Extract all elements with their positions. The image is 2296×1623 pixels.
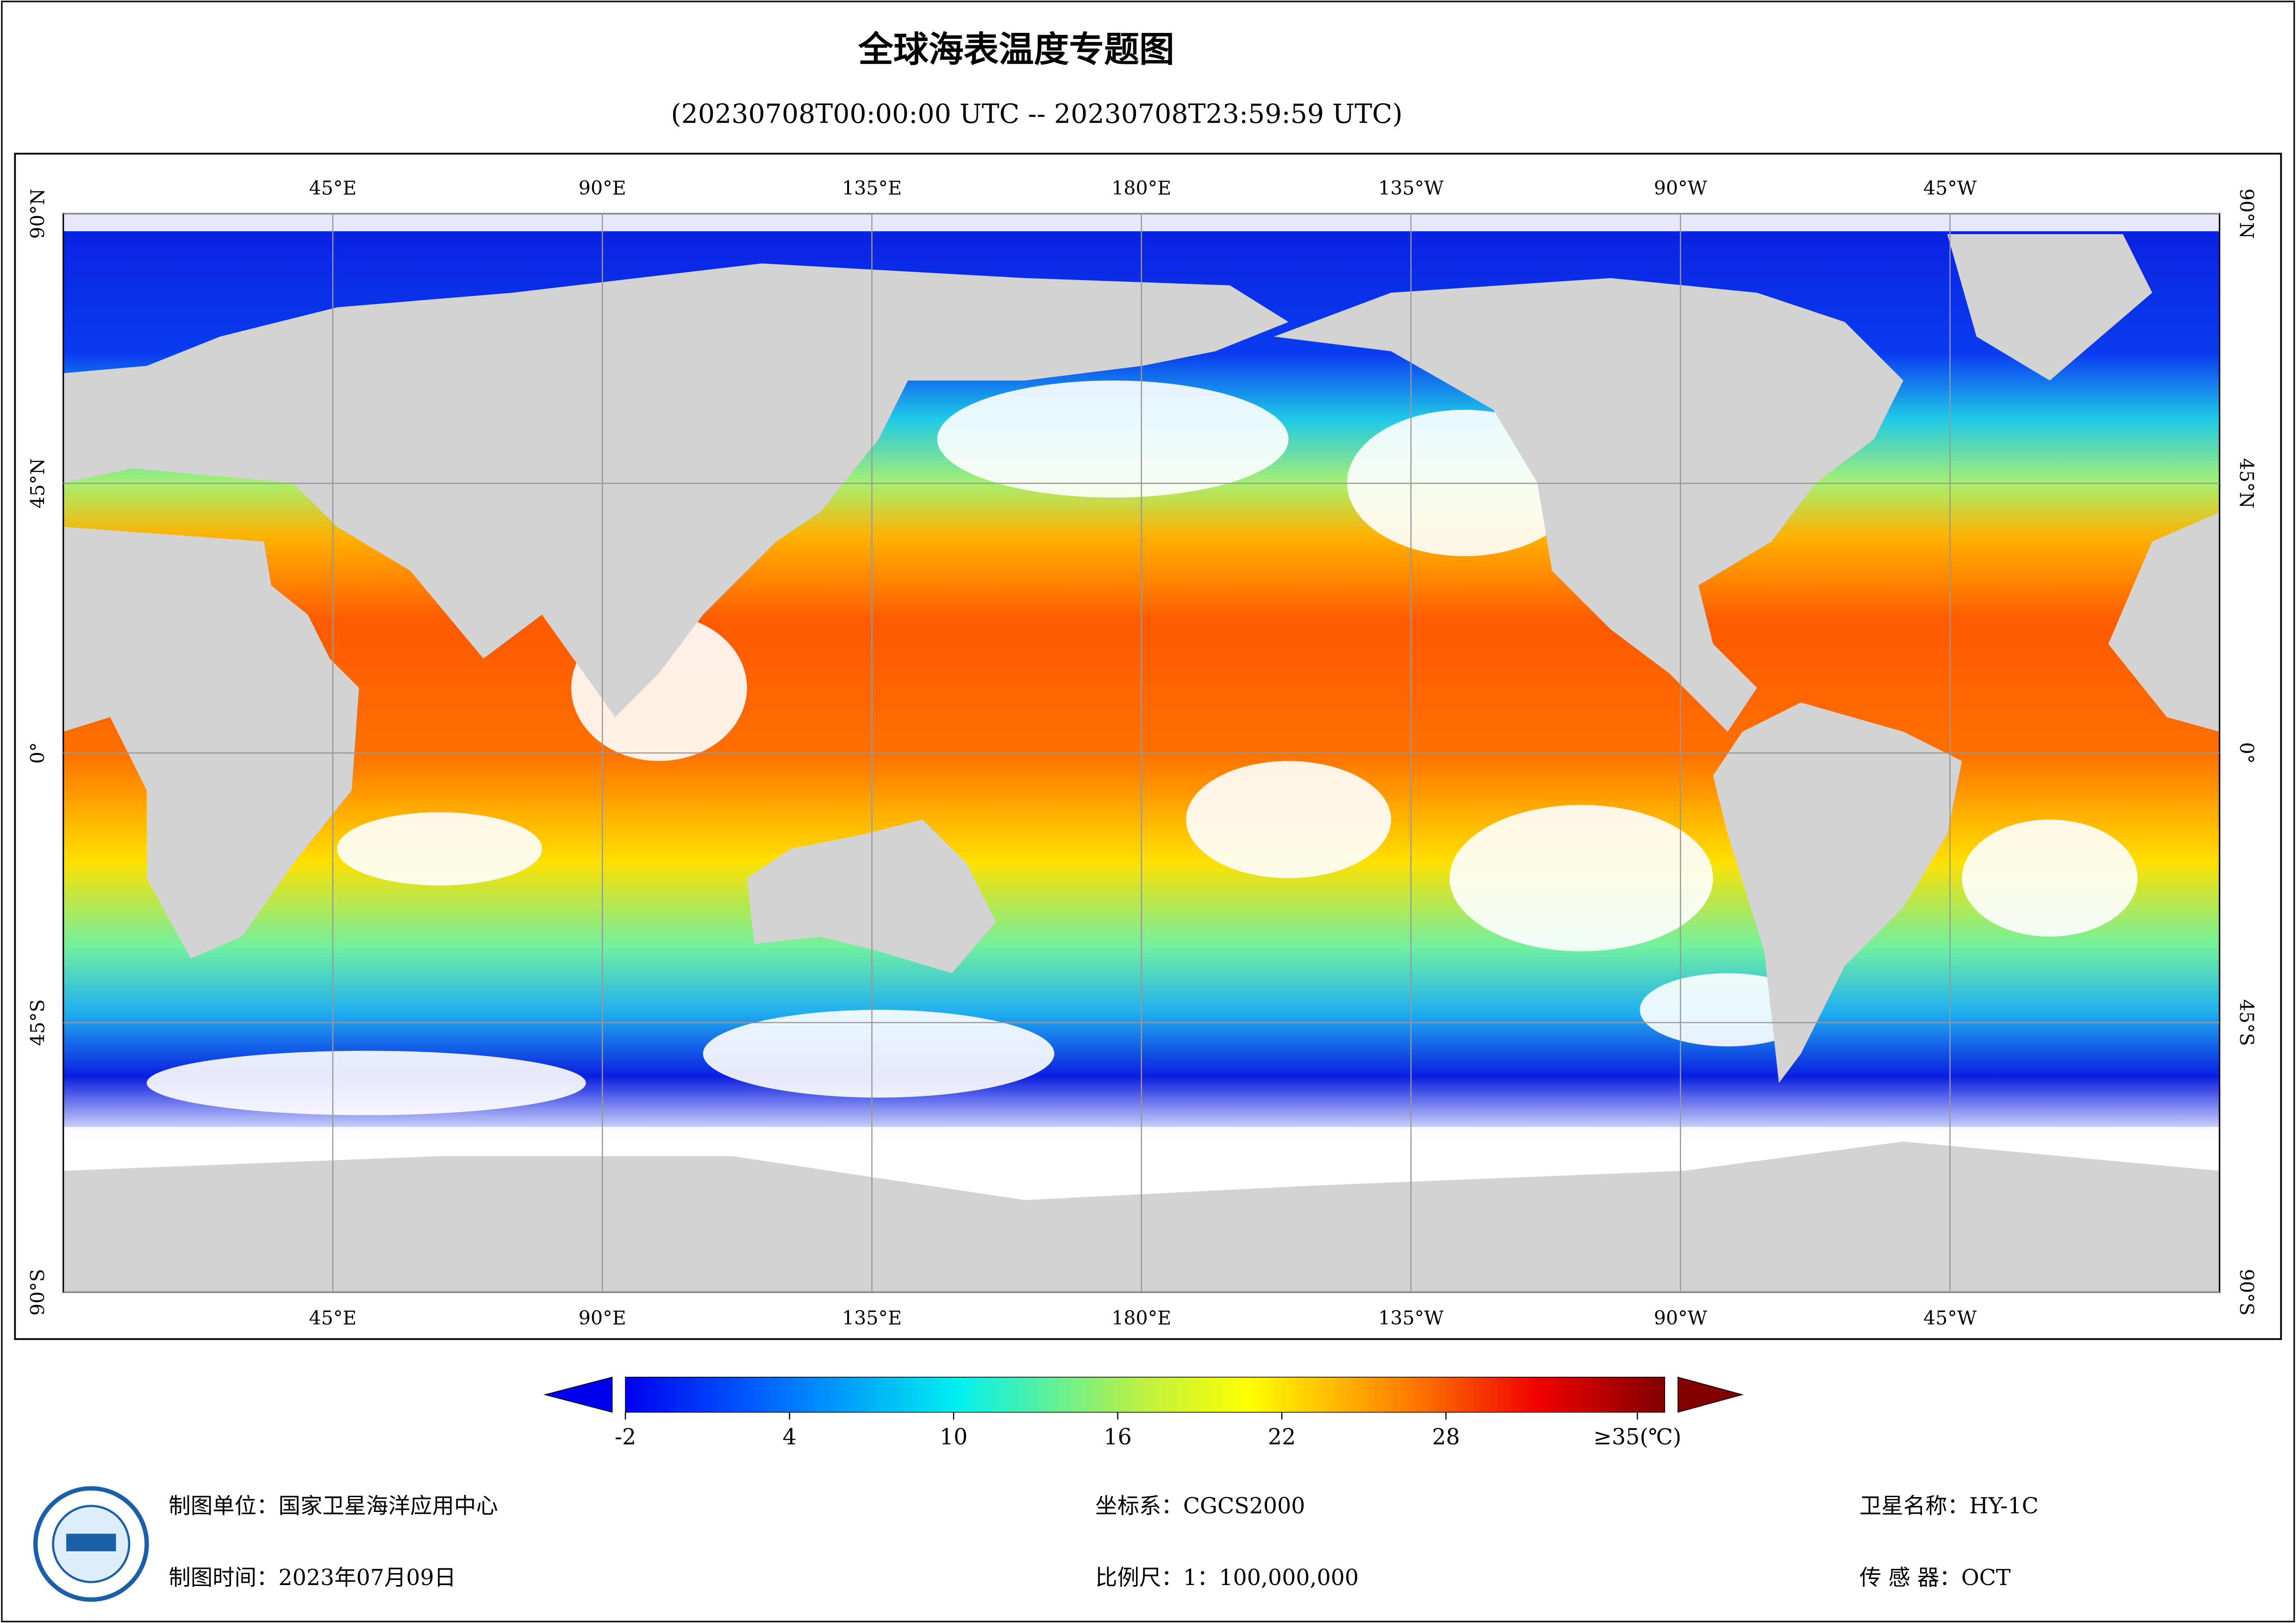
map-frame [14, 153, 2282, 1340]
lat-label-right: 45°N [2235, 458, 2258, 509]
lon-label-bottom: 45°W [1923, 1307, 1977, 1329]
colorbar-tick-label: 10 [940, 1424, 967, 1450]
lon-label-bottom: 135°W [1378, 1307, 1444, 1329]
lon-label-top: 90°E [579, 177, 626, 199]
colorbar-tick-label: 16 [1104, 1424, 1131, 1450]
lat-label-left: 45°S [27, 999, 49, 1046]
colorbar [625, 1376, 1666, 1413]
lat-label-right: 45°S [2235, 999, 2258, 1046]
lon-label-bottom: 90°E [579, 1307, 626, 1329]
lat-label-right: 90°N [2235, 188, 2258, 239]
lat-label-left: 90°S [27, 1269, 49, 1316]
lat-label-left: 90°N [27, 188, 49, 239]
lon-label-bottom: 45°E [309, 1307, 357, 1329]
lon-label-top: 45°W [1923, 177, 1977, 199]
footer-sensor: 传 感 器：OCT [1859, 1565, 2011, 1591]
footer-time: 制图时间：2023年07月09日 [168, 1565, 456, 1591]
colorbar-tick-label: 28 [1432, 1424, 1460, 1450]
colorbar-tick-label: ≥35(℃) [1593, 1424, 1681, 1450]
lon-label-top: 135°E [842, 177, 902, 199]
footer-satellite: 卫星名称：HY-1C [1859, 1493, 2039, 1519]
footer-unit: 制图单位：国家卫星海洋应用中心 [168, 1493, 498, 1519]
lat-label-right: 90°S [2235, 1269, 2258, 1316]
lon-label-top: 180°E [1111, 177, 1171, 199]
lon-label-top: 135°W [1378, 177, 1444, 199]
logo [33, 1486, 149, 1602]
colorbar-tick-label: 22 [1268, 1424, 1296, 1450]
lon-label-bottom: 180°E [1111, 1307, 1171, 1329]
lon-label-bottom: 90°W [1654, 1307, 1708, 1329]
footer-scale: 比例尺：1：100,000,000 [1095, 1565, 1359, 1591]
colorbar-tick-label: -2 [615, 1424, 636, 1450]
colorbar-tick-label: 4 [782, 1424, 796, 1450]
lat-label-right: 0° [2235, 742, 2258, 764]
title: 全球海表温度专题图 [858, 29, 1174, 70]
subtitle: (20230708T00:00:00 UTC -- 20230708T23:59… [671, 99, 1402, 130]
lat-label-left: 0° [27, 742, 49, 764]
colorbar-over-arrow [1677, 1376, 1744, 1413]
colorbar-under-arrow [543, 1376, 613, 1413]
lat-label-left: 45°N [27, 458, 49, 509]
footer-crs: 坐标系：CGCS2000 [1095, 1493, 1305, 1519]
lon-label-top: 90°W [1654, 177, 1708, 199]
lon-label-bottom: 135°E [842, 1307, 902, 1329]
lon-label-top: 45°E [309, 177, 357, 199]
